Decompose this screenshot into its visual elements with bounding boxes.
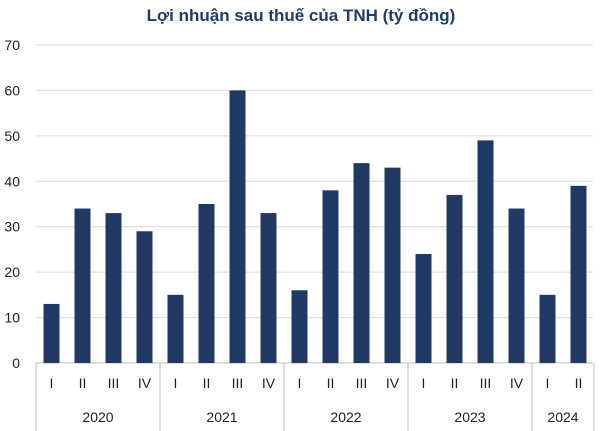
y-tick-label: 0: [12, 355, 20, 371]
y-tick-label: 60: [4, 82, 20, 98]
x-category-label: IV: [386, 375, 400, 391]
x-category-label: III: [232, 375, 244, 391]
x-category-label: IV: [138, 375, 152, 391]
y-tick-label: 30: [4, 219, 20, 235]
bar: [477, 140, 494, 363]
bar: [43, 303, 60, 363]
x-category-label: II: [451, 375, 459, 391]
x-category-label: IV: [510, 375, 524, 391]
bar: [260, 213, 277, 363]
x-year-label: 2020: [82, 409, 113, 425]
bar: [322, 190, 339, 363]
bar: [291, 290, 308, 363]
x-category-label: I: [422, 375, 426, 391]
bar: [353, 163, 370, 363]
x-year-label: 2024: [547, 409, 578, 425]
x-category-label: III: [108, 375, 120, 391]
x-category-label: I: [174, 375, 178, 391]
x-category-label: II: [327, 375, 335, 391]
y-tick-label: 10: [4, 310, 20, 326]
y-tick-label: 50: [4, 128, 20, 144]
y-tick-label: 70: [4, 37, 20, 53]
chart-title: Lợi nhuận sau thuế của TNH (tỷ đồng): [146, 6, 456, 25]
x-year-label: 2022: [330, 409, 361, 425]
bar: [74, 208, 91, 363]
x-category-label: II: [203, 375, 211, 391]
x-year-label: 2023: [454, 409, 485, 425]
bar: [229, 90, 246, 363]
bar: [384, 167, 401, 363]
x-category-label: III: [480, 375, 492, 391]
bar: [570, 185, 587, 363]
y-tick-label: 20: [4, 264, 20, 280]
x-category-label: I: [298, 375, 302, 391]
x-year-label: 2021: [206, 409, 237, 425]
x-category-label: III: [356, 375, 368, 391]
x-category-label: I: [546, 375, 550, 391]
bar: [539, 294, 556, 363]
x-category-label: IV: [262, 375, 276, 391]
bar: [198, 204, 215, 363]
bar: [508, 208, 525, 363]
bar: [446, 194, 463, 363]
y-tick-label: 40: [4, 173, 20, 189]
bar: [167, 294, 184, 363]
x-category-label: II: [79, 375, 87, 391]
bar: [105, 213, 122, 363]
bar: [136, 231, 153, 363]
x-category-label: II: [575, 375, 583, 391]
bar: [415, 253, 432, 363]
x-category-label: I: [50, 375, 54, 391]
